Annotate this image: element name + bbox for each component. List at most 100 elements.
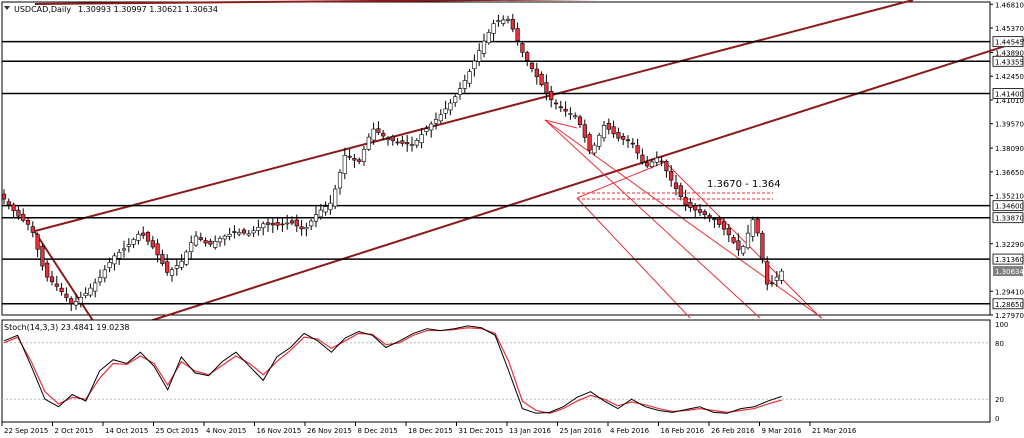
- candle-body: [669, 171, 674, 181]
- candle-body: [352, 158, 357, 161]
- candle-body: [745, 232, 751, 249]
- candle-body: [45, 262, 50, 278]
- level-price-box: [992, 36, 1024, 48]
- candle-body: [443, 108, 448, 114]
- price-tick-label: 1.41010: [995, 97, 1024, 105]
- candle-body: [645, 162, 650, 167]
- candle-body: [477, 50, 482, 62]
- time-tick-label: 9 Mar 2016: [762, 427, 802, 435]
- level-price-box: [992, 55, 1024, 67]
- price-tick-label: 1.27970: [995, 312, 1024, 320]
- candle-body: [107, 262, 112, 268]
- candle-body: [678, 185, 683, 197]
- candle-body: [112, 255, 117, 265]
- candle-body: [774, 276, 779, 281]
- candle-body: [501, 19, 506, 24]
- candle-body: [433, 119, 439, 124]
- chevron-down-icon[interactable]: [4, 6, 10, 10]
- candle-body: [381, 132, 386, 137]
- candle-body: [429, 123, 434, 131]
- level-price-label: 1.34600: [995, 203, 1024, 211]
- time-tick-label: 21 Mar 2016: [812, 427, 857, 435]
- stochastic-panel: Stoch(14,3,3) 23.4841 19.0238 100 80 20 0: [1, 319, 1008, 423]
- candle-body: [78, 297, 83, 304]
- candle-body: [625, 139, 631, 142]
- level-price-box: [992, 253, 1024, 265]
- candle-body: [1, 193, 7, 200]
- candle-body: [505, 19, 511, 21]
- candle-body: [141, 232, 146, 236]
- time-tick-label: 4 Feb 2016: [610, 427, 650, 435]
- candle-body: [635, 145, 640, 154]
- candle-body: [323, 206, 328, 213]
- candle-body: [765, 261, 770, 285]
- price-tick-label: 1.42450: [995, 73, 1024, 81]
- candle-body: [539, 73, 544, 86]
- level-price-label: 1.44545: [995, 39, 1024, 47]
- candle-body: [208, 240, 213, 245]
- candle-body: [270, 222, 275, 226]
- candle-body: [769, 282, 775, 285]
- candle-body: [400, 140, 405, 144]
- channel-line: [34, 0, 601, 5]
- candle-body: [462, 80, 467, 89]
- candle-body: [515, 28, 520, 41]
- channel-line: [102, 39, 1024, 337]
- candle-body: [731, 237, 736, 243]
- candle-body: [592, 144, 597, 154]
- candle-body: [414, 140, 419, 146]
- candle-body: [299, 226, 304, 230]
- stoch-lines: 100 80 20 0: [2, 321, 1008, 423]
- candle-body: [333, 188, 338, 207]
- candle-body: [597, 134, 602, 147]
- main-plot-area: [1, 1, 991, 316]
- time-tick-label: 25 Jan 2016: [560, 427, 603, 435]
- candle-body: [549, 90, 554, 101]
- candle-body: [616, 132, 621, 139]
- candle-body: [275, 222, 280, 226]
- candle-body: [145, 232, 151, 242]
- time-tick-label: 25 Oct 2015: [156, 427, 199, 435]
- current-price-label: 1.30634: [995, 268, 1024, 276]
- channel-lines: [34, 0, 1024, 337]
- candle-body: [683, 197, 688, 206]
- candle-body: [438, 114, 443, 122]
- stoch-label: Stoch(14,3,3) 23.4841 19.0238: [4, 323, 130, 332]
- candle-body: [73, 301, 79, 306]
- candle-body: [246, 233, 251, 236]
- candle-body: [342, 155, 347, 174]
- symbol-label: USDCAD,Daily: [14, 5, 71, 14]
- candle-body: [457, 88, 463, 95]
- candle-body: [467, 71, 472, 84]
- candle-body: [294, 219, 299, 227]
- candle-body: [525, 52, 530, 61]
- level-price-box: [992, 88, 1024, 99]
- candle-body: [702, 211, 707, 216]
- candle-body: [357, 159, 362, 162]
- price-tick-label: 1.35210: [995, 193, 1024, 201]
- time-tick-label: 16 Nov 2015: [257, 427, 302, 435]
- candle-body: [582, 124, 587, 138]
- stoch-level-label: 100: [995, 321, 1008, 329]
- candle-body: [21, 214, 26, 221]
- candle-body: [736, 240, 741, 251]
- candle-body: [654, 157, 659, 163]
- candle-body: [750, 219, 755, 237]
- candle-body: [88, 287, 93, 296]
- candle-body: [227, 234, 232, 237]
- candle-body: [309, 220, 314, 227]
- candle-body: [251, 230, 256, 234]
- candle-body: [237, 232, 242, 235]
- descending-channel: [664, 161, 822, 319]
- candle-body: [424, 128, 429, 132]
- price-tick-label: 1.45370: [995, 25, 1024, 33]
- level-price-label: 1.41400: [995, 91, 1024, 99]
- price-tick-label: 1.46810: [995, 1, 1024, 9]
- candle-body: [755, 218, 760, 234]
- candle-body: [93, 282, 98, 292]
- time-tick-label: 18 Dec 2015: [408, 427, 453, 435]
- candle-body: [395, 141, 400, 144]
- candle-body: [59, 287, 64, 293]
- candle-body: [520, 43, 525, 53]
- price-tick-label: 1.36650: [995, 169, 1024, 177]
